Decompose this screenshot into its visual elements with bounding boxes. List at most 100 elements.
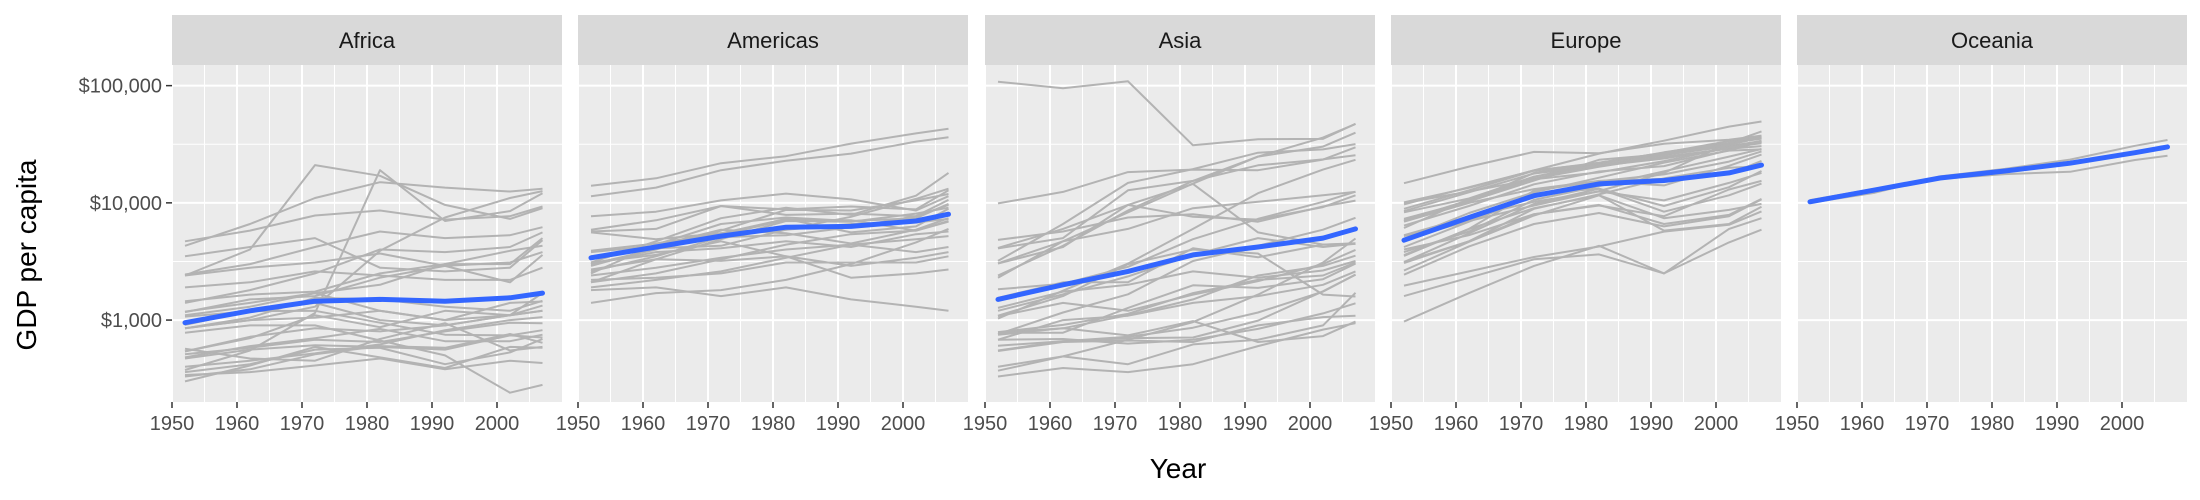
country-line [997, 254, 1356, 336]
x-tick-label: 2000 [881, 413, 926, 435]
country-line [1403, 148, 1762, 241]
x-tick-label: 1990 [1223, 413, 1268, 435]
country-line [184, 226, 543, 276]
x-tick-label: 1960 [215, 413, 260, 435]
x-tick-label: 1960 [1028, 413, 1073, 435]
country-line [590, 127, 949, 187]
x-axis: 1950 1960 1970 1980 1990 2000 [556, 402, 926, 435]
country-line [590, 199, 949, 233]
country-line [590, 235, 949, 277]
gridlines [1796, 65, 2187, 402]
country-line [1403, 140, 1762, 204]
country-lines [1403, 120, 1762, 323]
country-line [184, 237, 544, 273]
x-tick-label: 1970 [1499, 413, 1544, 435]
country-line [184, 357, 543, 376]
country-line [184, 266, 543, 289]
country-line [1403, 210, 1762, 287]
facet-strip-label: Americas [727, 28, 819, 53]
x-tick-label: 1950 [150, 413, 195, 435]
x-tick-label: 1960 [621, 413, 666, 435]
country-line [1403, 228, 1762, 298]
x-axis: 1950 1960 1970 1980 1990 2000 [963, 402, 1333, 435]
x-axis: 1950 1960 1970 1980 1990 2000 [150, 402, 520, 435]
country-line [998, 262, 1356, 334]
x-axis: 1950 1960 1970 1980 1990 2000 [1369, 402, 1739, 435]
country-line [184, 205, 543, 243]
country-line [184, 316, 543, 368]
x-axis: 1950 1960 1970 1980 1990 2000 [1775, 402, 2144, 435]
x-tick-label: 2000 [1288, 413, 1333, 435]
country-line [1403, 136, 1762, 220]
country-line [590, 240, 949, 279]
country-line [184, 244, 543, 317]
country-lines [184, 164, 544, 394]
x-tick-label: 1980 [1970, 413, 2015, 435]
country-line [1403, 198, 1762, 263]
country-line [997, 237, 1357, 368]
x-tick-label: 2000 [1694, 413, 1739, 435]
country-line [1403, 135, 1762, 210]
y-axis: $1,000 $10,000 $100,000 [79, 76, 172, 332]
country-line [184, 327, 543, 359]
country-line [184, 237, 544, 303]
x-tick-label: 1950 [556, 413, 601, 435]
country-line [184, 322, 543, 362]
x-tick-label: 2000 [475, 413, 520, 435]
country-line [997, 273, 1356, 347]
x-tick-label: 1980 [345, 413, 390, 435]
y-axis-title: GDP per capita [11, 159, 42, 350]
x-tick-label: 1980 [751, 413, 796, 435]
y-tick-label: $100,000 [79, 76, 162, 98]
country-line [184, 324, 543, 394]
facet-strip-label: Europe [1551, 28, 1622, 53]
facet-strip [172, 15, 562, 65]
country-line [997, 302, 1356, 345]
facet-strip [1391, 15, 1781, 65]
x-tick-label: 1950 [1369, 413, 1414, 435]
country-line [1403, 198, 1762, 276]
country-lines [997, 80, 1357, 378]
country-line [590, 206, 949, 284]
facet-strip [985, 15, 1375, 65]
country-line [590, 136, 949, 198]
x-tick-label: 1990 [410, 413, 455, 435]
country-line [184, 190, 543, 330]
country-line [997, 143, 1356, 262]
gridlines [1390, 65, 1781, 402]
country-line [997, 123, 1356, 277]
country-line [1403, 194, 1762, 257]
country-line [997, 322, 1356, 378]
x-tick-label: 1980 [1564, 413, 1609, 435]
x-tick-label: 1950 [1775, 413, 1820, 435]
smooth-trend-line [1401, 162, 1764, 243]
country-line [184, 231, 543, 304]
smooth-trend-line [995, 226, 1358, 302]
x-tick-label: 1990 [2035, 413, 2080, 435]
x-tick-label: 1980 [1158, 413, 1203, 435]
facet-panel-americas: Americas 1950 1960 1970 1980 1990 2000 [556, 15, 968, 435]
country-line [997, 190, 1356, 279]
x-tick-label: 1950 [963, 413, 1008, 435]
country-line [590, 227, 949, 304]
country-line [184, 329, 543, 360]
country-line [1403, 134, 1762, 185]
country-line [997, 248, 1356, 317]
x-tick-label: 1970 [1093, 413, 1138, 435]
country-line [184, 345, 543, 383]
country-line [590, 230, 949, 266]
country-line [997, 216, 1356, 336]
country-line [997, 261, 1356, 334]
x-tick-label: 1990 [1629, 413, 1674, 435]
x-tick-label: 1970 [280, 413, 325, 435]
y-tick-label: $10,000 [90, 193, 162, 215]
facet-strip-label: Oceania [1951, 28, 2034, 53]
x-tick-label: 1990 [816, 413, 861, 435]
country-line [590, 255, 949, 281]
facet-panel-asia: Asia 1950 1960 1970 1980 1990 2000 [963, 15, 1375, 435]
x-tick-label: 1970 [686, 413, 731, 435]
country-line [184, 251, 543, 314]
country-line [590, 243, 949, 289]
x-axis-title: Year [1150, 453, 1207, 484]
facet-panels: Africa 1950 1960 1970 1980 1990 2000 Americas 19… [150, 15, 2187, 435]
